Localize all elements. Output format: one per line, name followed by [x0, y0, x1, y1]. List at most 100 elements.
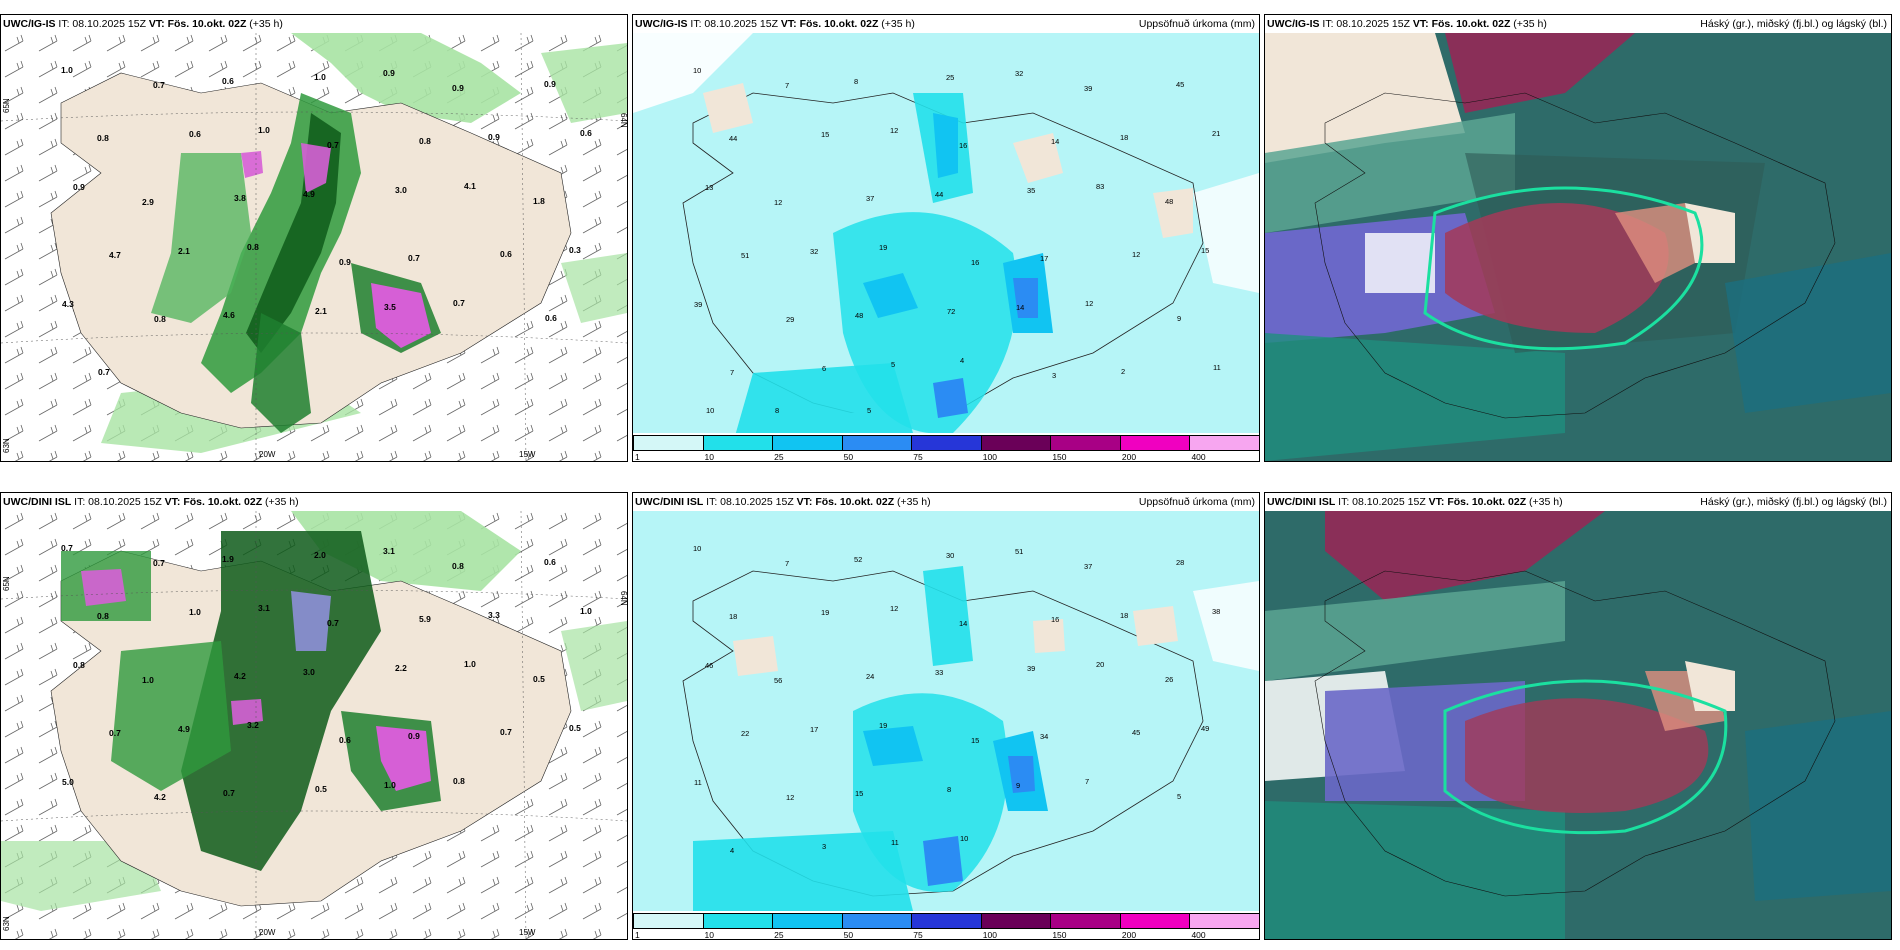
value-label: 0.9 — [408, 731, 420, 741]
value-label: 1.0 — [189, 607, 201, 617]
value-label: 0.6 — [189, 129, 201, 139]
value-label: 51 — [1015, 547, 1023, 556]
value-label: 0.7 — [327, 618, 339, 628]
value-label: 5.9 — [419, 614, 431, 624]
value-label: 0.8 — [453, 776, 465, 786]
value-label: 3.1 — [258, 603, 270, 613]
value-label: 0.7 — [61, 543, 73, 553]
value-label: 39 — [1027, 664, 1035, 673]
colorbar-swatch — [1119, 435, 1190, 451]
value-label: 15 — [971, 736, 979, 745]
value-label: 21 — [1212, 129, 1220, 138]
value-label: 3 — [822, 842, 826, 851]
value-label: 1.0 — [384, 780, 396, 790]
colorbar-tick: 10 — [704, 452, 715, 462]
map-area[interactable]: 10 7 8 25 32 39 45 44 15 12 16 14 18 21 13 12 37 44 35 83 48… — [633, 33, 1259, 461]
value-label: 0.6 — [339, 735, 351, 745]
value-label: 1.0 — [464, 659, 476, 669]
value-label: 37 — [866, 194, 874, 203]
wind-precip-svg: 20W 15W 65N 64N 63N 1.0 0.7 0.6 1.0 0.9 0.9 0.… — [1, 33, 627, 461]
colorbar-swatch — [841, 913, 912, 929]
value-label: 0.9 — [488, 132, 500, 142]
value-label: 9 — [1016, 781, 1020, 790]
valid-time: VT: Fös. 10.okt. 02Z — [164, 496, 263, 508]
value-label: 49 — [1201, 724, 1209, 733]
axis-label-15w: 15W — [519, 928, 536, 937]
value-label: 2 — [1121, 367, 1125, 376]
value-label: 37 — [1084, 562, 1092, 571]
precip-value-labels: 0.7 0.7 1.9 2.0 3.1 0.8 0.6 0.8 1.0 3.1 0.7 5.9 3.3 1… — [61, 543, 592, 802]
map-area[interactable]: 20W 15W 65N 64N 63N 1.0 0.7 0.6 1.0 0.9 0.9 0.… — [1, 33, 627, 461]
colorbar-swatch — [772, 913, 842, 929]
value-label: 0.9 — [452, 83, 464, 93]
value-label: 8 — [775, 406, 779, 415]
value-label: 0.8 — [73, 660, 85, 670]
value-label: 15 — [855, 789, 863, 798]
model-name: UWC/DINI ISL — [635, 496, 704, 508]
colorbar-tick: 400 — [1191, 930, 1206, 940]
value-label: 2.1 — [315, 306, 327, 316]
value-label: 13 — [705, 183, 713, 192]
wind-precip-svg: 20W 15W 65N 64N 63N 0.70.7 1.9 2.0 3.10.8 0.… — [1, 511, 627, 939]
value-label: 1.0 — [258, 125, 270, 135]
value-label: 0.8 — [154, 314, 166, 324]
init-time: IT: 08.10.2025 15Z — [690, 18, 778, 30]
value-label: 15 — [1201, 246, 1209, 255]
value-label: 48 — [855, 311, 863, 320]
value-label: 5.0 — [62, 777, 74, 787]
value-label: 4.1 — [464, 181, 476, 191]
value-label: 2.9 — [142, 197, 154, 207]
map-area[interactable]: 10 7 52 30 51 37 28 18 19 12 14 16 18 38 46 56 24 33 39 20 2… — [633, 511, 1259, 939]
value-label: 45 — [1176, 80, 1184, 89]
value-label: 19 — [879, 721, 887, 730]
value-label: 4.2 — [154, 792, 166, 802]
map-area[interactable] — [1265, 33, 1891, 461]
value-label: 83 — [1096, 182, 1104, 191]
field-title: Háský (gr.), miðský (fj.bl.) og lágský (… — [1700, 496, 1887, 508]
value-label: 2.0 — [314, 550, 326, 560]
value-label: 0.7 — [500, 727, 512, 737]
value-label: 2.2 — [395, 663, 407, 673]
value-label: 29 — [786, 315, 794, 324]
value-label: 3.2 — [247, 720, 259, 730]
value-label: 0.9 — [544, 79, 556, 89]
value-label: 11 — [891, 838, 899, 847]
precip-colorbar: 1 10 25 50 75 100 150 200 400 — [633, 911, 1259, 940]
value-label: 0.9 — [339, 257, 351, 267]
value-label: 14 — [959, 619, 967, 628]
map-area[interactable]: 20W 15W 65N 64N 63N 0.7 0.7 1.9 2.0 3.1 0.8 0.… — [1, 511, 627, 939]
init-time: IT: 08.10.2025 15Z — [1322, 18, 1410, 30]
value-label: 18 — [1120, 133, 1128, 142]
map-area[interactable] — [1265, 511, 1891, 939]
value-label: 0.7 — [153, 558, 165, 568]
value-label: 26 — [1165, 675, 1173, 684]
panel-r1c3-cloud-cover-map: UWC/IG-IS IT: 08.10.2025 15Z VT: Fös. 10… — [1264, 14, 1892, 462]
panel-r2c1-wind-precip-map: UWC/DINI ISL IT: 08.10.2025 15Z VT: Fös.… — [0, 492, 628, 940]
value-label: 14 — [1016, 303, 1024, 312]
value-label: 16 — [1051, 615, 1059, 624]
value-label: 0.7 — [98, 367, 110, 377]
axis-label-20w: 20W — [259, 450, 276, 459]
model-name: UWC/IG-IS — [1267, 18, 1320, 30]
value-label: 4 — [960, 356, 964, 365]
value-label: 7 — [785, 559, 789, 568]
value-label: 4.7 — [109, 250, 121, 260]
value-label: 51 — [741, 251, 749, 260]
value-label: 0.9 — [383, 68, 395, 78]
value-label: 9 — [1177, 314, 1181, 323]
value-label: 10 — [693, 66, 701, 75]
value-label: 12 — [890, 126, 898, 135]
colorbar-tick: 1 — [635, 452, 640, 462]
init-time: IT: 08.10.2025 15Z — [1338, 496, 1426, 508]
init-time: IT: 08.10.2025 15Z — [706, 496, 794, 508]
value-label: 0.7 — [223, 788, 235, 798]
panel-r1c1-wind-precip-map: UWC/IG-IS IT: 08.10.2025 15Z VT: Fös. 10… — [0, 14, 628, 462]
value-label: 14 — [1051, 137, 1059, 146]
axis-label-64n: 64N — [619, 591, 627, 606]
colorbar-swatch — [772, 435, 842, 451]
value-label: 38 — [1212, 607, 1220, 616]
value-label: 0.5 — [569, 723, 581, 733]
value-label: 1.0 — [61, 65, 73, 75]
